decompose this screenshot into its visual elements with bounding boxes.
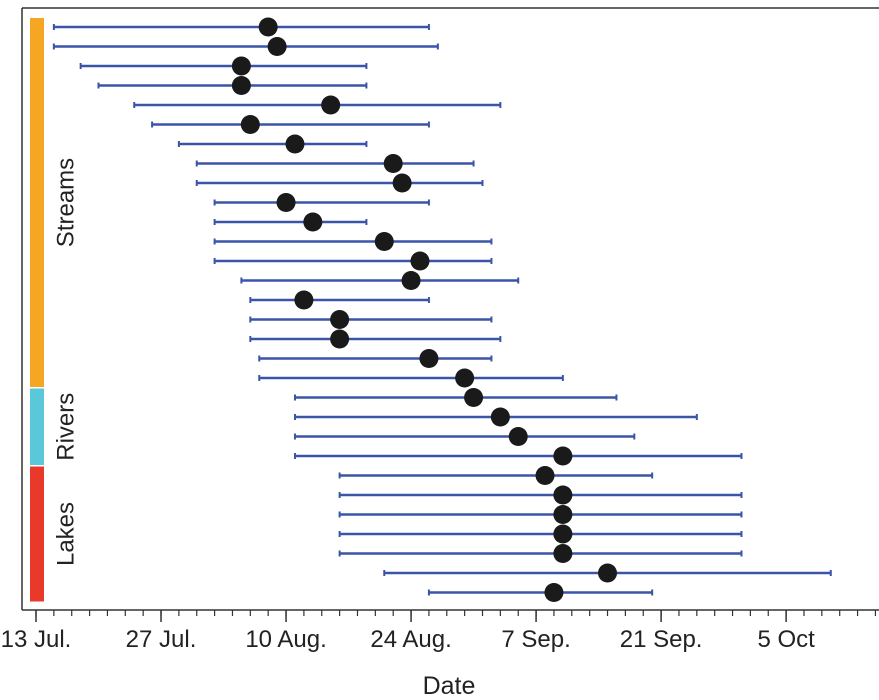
data-point	[553, 544, 573, 563]
group-labels: Streams Rivers Lakes	[53, 158, 80, 566]
x-tick-label: 10 Aug.	[245, 626, 326, 653]
x-tick-label: 7 Sep.	[501, 626, 570, 653]
data-point	[553, 485, 573, 505]
data-point	[321, 95, 341, 115]
data-point	[535, 466, 555, 485]
x-tick-label: 5 Oct	[757, 626, 815, 653]
data-point	[330, 329, 350, 349]
x-tick-label: 21 Sep.	[620, 626, 703, 653]
data-point	[598, 563, 618, 583]
group-label-rivers: Rivers	[53, 393, 80, 461]
data-point	[419, 349, 439, 368]
data-points	[231, 17, 618, 602]
data-point	[267, 37, 287, 56]
data-point	[490, 407, 510, 427]
data-point	[553, 505, 573, 524]
data-point	[553, 524, 573, 544]
data-point	[294, 290, 314, 310]
data-point	[464, 388, 484, 407]
data-point	[276, 193, 296, 212]
x-tick-labels: 13 Jul. 27 Jul. 10 Aug. 24 Aug. 7 Sep. 21 Sep…	[1, 626, 815, 653]
data-point	[374, 232, 394, 251]
data-point	[240, 115, 260, 134]
group-bar-rivers	[30, 388, 44, 465]
data-point	[455, 368, 475, 388]
data-point	[258, 17, 278, 37]
group-label-lakes: Lakes	[53, 502, 80, 566]
data-point	[508, 427, 528, 446]
group-bars	[30, 18, 44, 602]
group-bar-lakes	[30, 466, 44, 602]
x-tick-label: 27 Jul.	[126, 626, 197, 653]
plot-frame	[21, 7, 879, 611]
group-label-streams: Streams	[53, 158, 80, 247]
data-point	[553, 446, 573, 466]
x-tick-label: 24 Aug.	[370, 626, 451, 653]
data-point	[392, 173, 412, 193]
data-point	[231, 76, 251, 95]
x-tick-label: 13 Jul.	[1, 626, 72, 653]
data-point	[285, 134, 305, 154]
data-point	[303, 212, 323, 232]
x-axis-title: Date	[423, 672, 476, 700]
data-point	[330, 310, 350, 329]
data-point	[544, 583, 564, 602]
minor-ticks	[35, 610, 877, 616]
data-point	[401, 271, 421, 290]
date-ranges	[52, 24, 832, 596]
data-point	[231, 56, 251, 76]
major-ticks	[35, 610, 787, 622]
data-point	[383, 154, 403, 173]
data-point	[410, 251, 430, 271]
group-bar-streams	[30, 18, 44, 387]
